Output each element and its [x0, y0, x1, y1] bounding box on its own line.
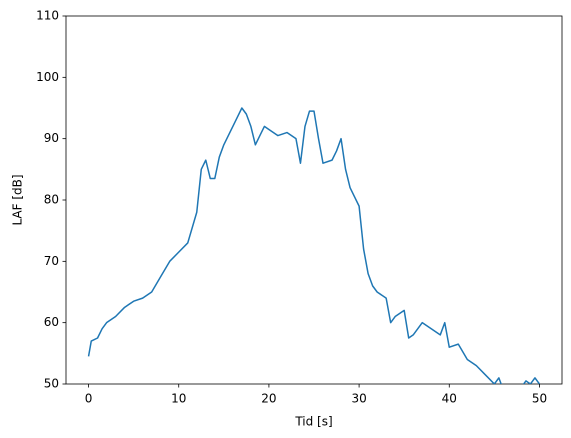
data-line — [87, 107, 541, 384]
y-axis-label: LAF [dB] — [11, 174, 25, 225]
y-tick-label: 50 — [44, 377, 59, 391]
y-tick-label: 80 — [44, 193, 59, 207]
x-tick-label: 0 — [85, 392, 93, 406]
x-tick-label: 50 — [532, 392, 547, 406]
y-tick-label: 110 — [36, 9, 59, 23]
plot-frame — [65, 15, 563, 385]
x-tick-label: 30 — [351, 392, 366, 406]
y-tick-label: 70 — [44, 254, 59, 268]
y-tick-label: 90 — [44, 131, 59, 145]
x-tick-label: 40 — [442, 392, 457, 406]
y-tick-label: 100 — [36, 70, 59, 84]
x-axis-label: Tid [s] — [294, 415, 332, 429]
x-tick-label: 10 — [171, 392, 186, 406]
y-tick-label: 60 — [44, 315, 59, 329]
x-tick-label: 20 — [261, 392, 276, 406]
